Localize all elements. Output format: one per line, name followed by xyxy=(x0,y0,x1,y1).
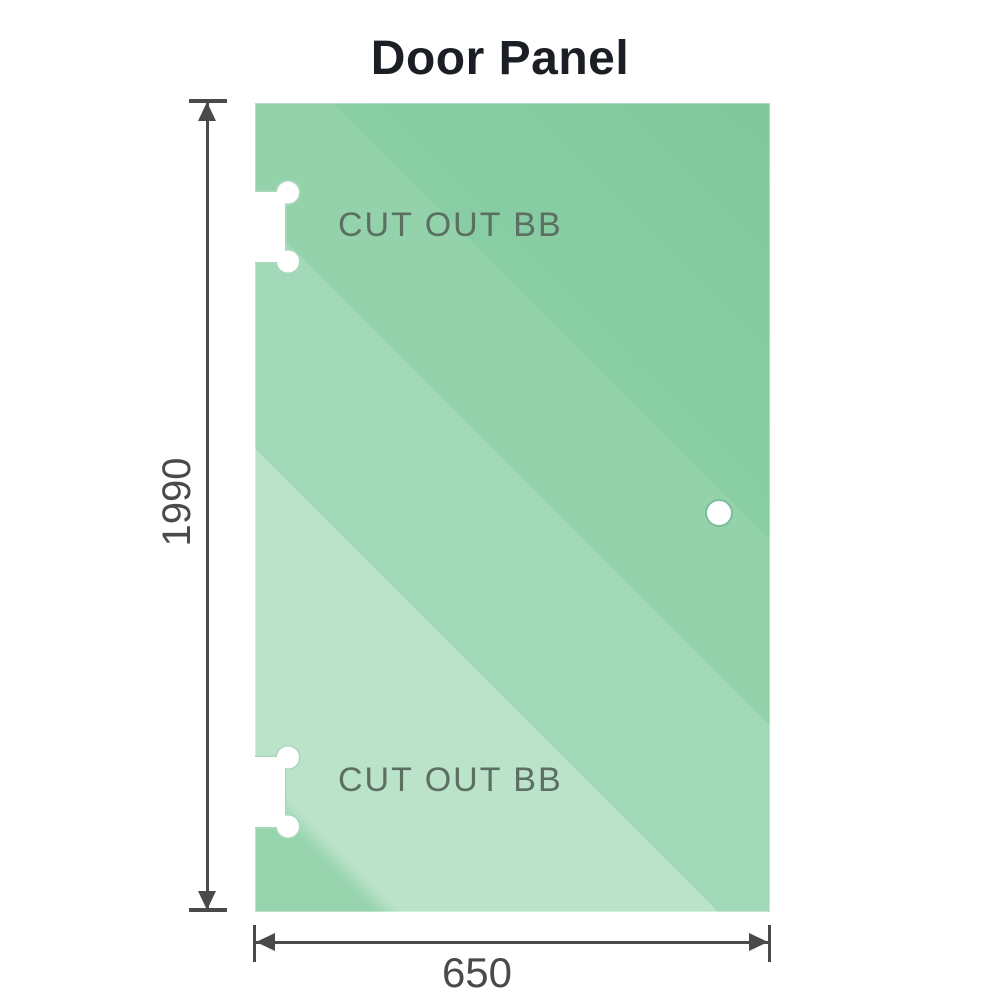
width-dimension-right-tick xyxy=(768,925,771,962)
hinge-cutout-top-icon xyxy=(255,180,301,274)
cutout-label-top: CUT OUT BB xyxy=(338,206,563,244)
handle-hole xyxy=(705,499,733,527)
page-title: Door Panel xyxy=(370,32,630,85)
height-dimension-value: 1990 xyxy=(155,457,199,547)
width-dimension-line xyxy=(256,941,768,944)
width-dimension-left-tick xyxy=(253,925,256,962)
width-dimension-right-arrow-icon xyxy=(749,933,768,951)
height-dimension-down-arrow-icon xyxy=(198,891,216,910)
height-dimension-line xyxy=(206,101,209,911)
hinge-cutout-bottom-icon xyxy=(255,745,301,839)
width-dimension-value: 650 xyxy=(441,949,513,996)
height-dimension-bottom-cap xyxy=(189,908,227,912)
door-panel-glass: CUT OUT BB CUT OUT BB xyxy=(255,103,770,912)
cutout-label-bottom: CUT OUT BB xyxy=(338,761,563,799)
